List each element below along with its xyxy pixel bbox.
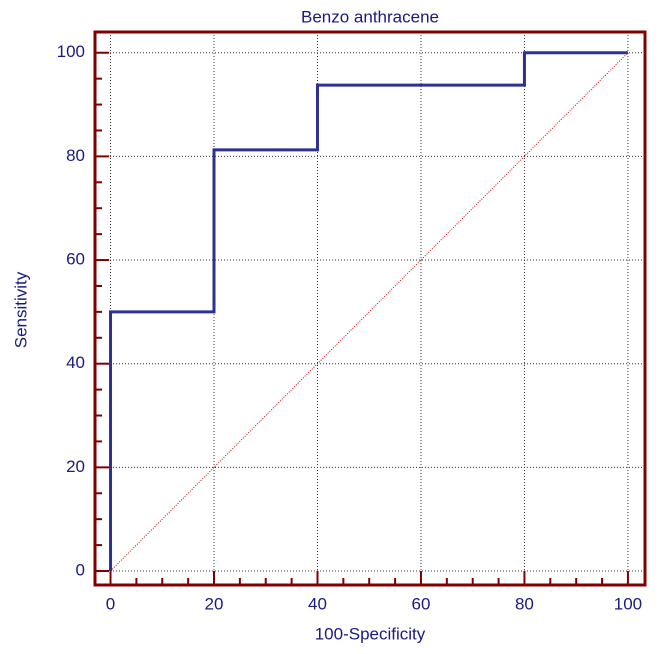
plot-frame	[93, 30, 647, 587]
y-axis-label: Sensitivity	[11, 271, 30, 348]
x-tick-label: 20	[205, 594, 224, 613]
x-tick-label: 100	[614, 594, 642, 613]
chart-title: Benzo anthracene	[301, 7, 439, 26]
reference-line	[110, 52, 629, 572]
y-tick-label: 0	[76, 560, 85, 579]
y-tick-label: 40	[66, 353, 85, 372]
y-tick-label: 100	[57, 42, 85, 61]
x-tick-label: 60	[412, 594, 431, 613]
y-tick-label: 20	[66, 457, 85, 476]
y-tick-label: 60	[66, 250, 85, 269]
roc-curve	[109, 51, 628, 572]
x-tick-label: 0	[106, 594, 115, 613]
y-tick-label: 80	[66, 146, 85, 165]
x-tick-label: 80	[515, 594, 534, 613]
x-tick-label: 40	[308, 594, 327, 613]
x-axis-label: 100-Specificity	[315, 624, 426, 643]
